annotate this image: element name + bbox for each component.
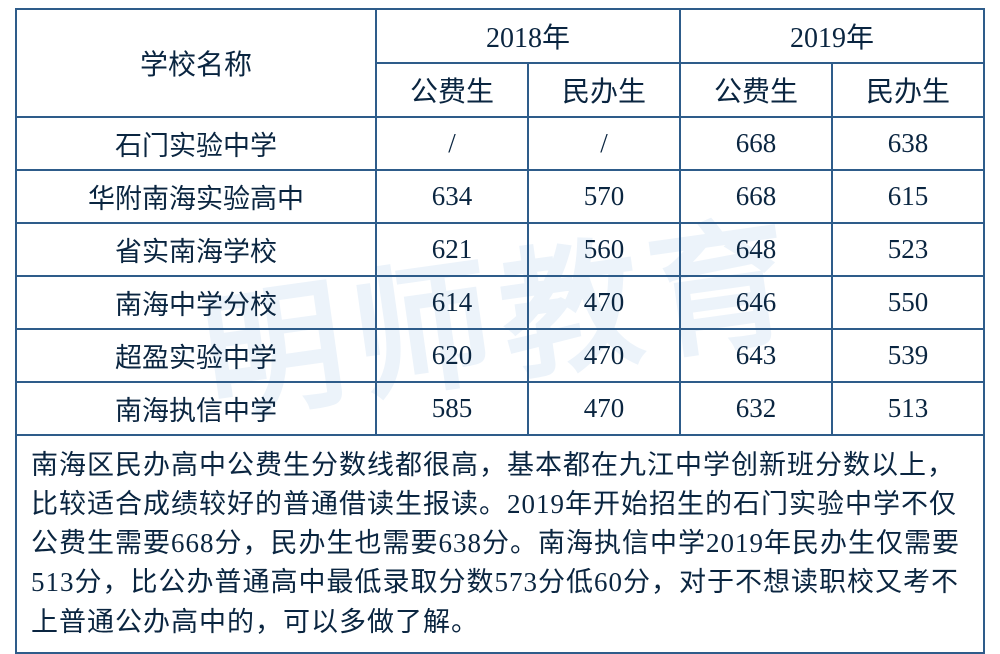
cell-2019-private: 539 bbox=[832, 329, 984, 382]
cell-school: 南海执信中学 bbox=[16, 382, 376, 435]
cell-2018-private: 470 bbox=[528, 276, 680, 329]
cell-2019-public: 648 bbox=[680, 223, 832, 276]
cell-2019-public: 668 bbox=[680, 170, 832, 223]
cell-school: 省实南海学校 bbox=[16, 223, 376, 276]
table-row: 南海中学分校 614 470 646 550 bbox=[16, 276, 984, 329]
table-row: 省实南海学校 621 560 648 523 bbox=[16, 223, 984, 276]
cell-school: 超盈实验中学 bbox=[16, 329, 376, 382]
header-2019: 2019年 bbox=[680, 9, 984, 63]
cell-2019-public: 646 bbox=[680, 276, 832, 329]
cell-2019-private: 550 bbox=[832, 276, 984, 329]
cell-2018-public: 621 bbox=[376, 223, 528, 276]
header-2018-public: 公费生 bbox=[376, 63, 528, 117]
cell-school: 南海中学分校 bbox=[16, 276, 376, 329]
cell-2018-public: / bbox=[376, 117, 528, 170]
notes-row: 南海区民办高中公费生分数线都很高，基本都在九江中学创新班分数以上，比较适合成绩较… bbox=[16, 435, 984, 653]
cell-school: 石门实验中学 bbox=[16, 117, 376, 170]
cell-2018-private: / bbox=[528, 117, 680, 170]
header-row-1: 学校名称 2018年 2019年 bbox=[16, 9, 984, 63]
cell-2019-private: 638 bbox=[832, 117, 984, 170]
cell-2019-private: 615 bbox=[832, 170, 984, 223]
cell-school: 华附南海实验高中 bbox=[16, 170, 376, 223]
cell-2018-private: 470 bbox=[528, 329, 680, 382]
header-2018-private: 民办生 bbox=[528, 63, 680, 117]
cell-2018-public: 585 bbox=[376, 382, 528, 435]
table-body: 石门实验中学 / / 668 638 华附南海实验高中 634 570 668 … bbox=[16, 117, 984, 653]
header-school: 学校名称 bbox=[16, 9, 376, 117]
table-container: 学校名称 2018年 2019年 公费生 民办生 公费生 民办生 石门实验中学 … bbox=[15, 8, 985, 654]
cell-2019-public: 632 bbox=[680, 382, 832, 435]
table-row: 华附南海实验高中 634 570 668 615 bbox=[16, 170, 984, 223]
table-row: 南海执信中学 585 470 632 513 bbox=[16, 382, 984, 435]
table-row: 超盈实验中学 620 470 643 539 bbox=[16, 329, 984, 382]
header-2018: 2018年 bbox=[376, 9, 680, 63]
cell-2018-private: 470 bbox=[528, 382, 680, 435]
cell-2019-public: 668 bbox=[680, 117, 832, 170]
cell-2019-private: 523 bbox=[832, 223, 984, 276]
cell-2019-private: 513 bbox=[832, 382, 984, 435]
header-2019-private: 民办生 bbox=[832, 63, 984, 117]
cell-2018-public: 620 bbox=[376, 329, 528, 382]
header-2019-public: 公费生 bbox=[680, 63, 832, 117]
cell-2018-private: 570 bbox=[528, 170, 680, 223]
cell-2018-public: 634 bbox=[376, 170, 528, 223]
cell-2019-public: 643 bbox=[680, 329, 832, 382]
scores-table: 学校名称 2018年 2019年 公费生 民办生 公费生 民办生 石门实验中学 … bbox=[15, 8, 985, 654]
notes-text: 南海区民办高中公费生分数线都很高，基本都在九江中学创新班分数以上，比较适合成绩较… bbox=[16, 435, 984, 653]
cell-2018-public: 614 bbox=[376, 276, 528, 329]
cell-2018-private: 560 bbox=[528, 223, 680, 276]
table-row: 石门实验中学 / / 668 638 bbox=[16, 117, 984, 170]
